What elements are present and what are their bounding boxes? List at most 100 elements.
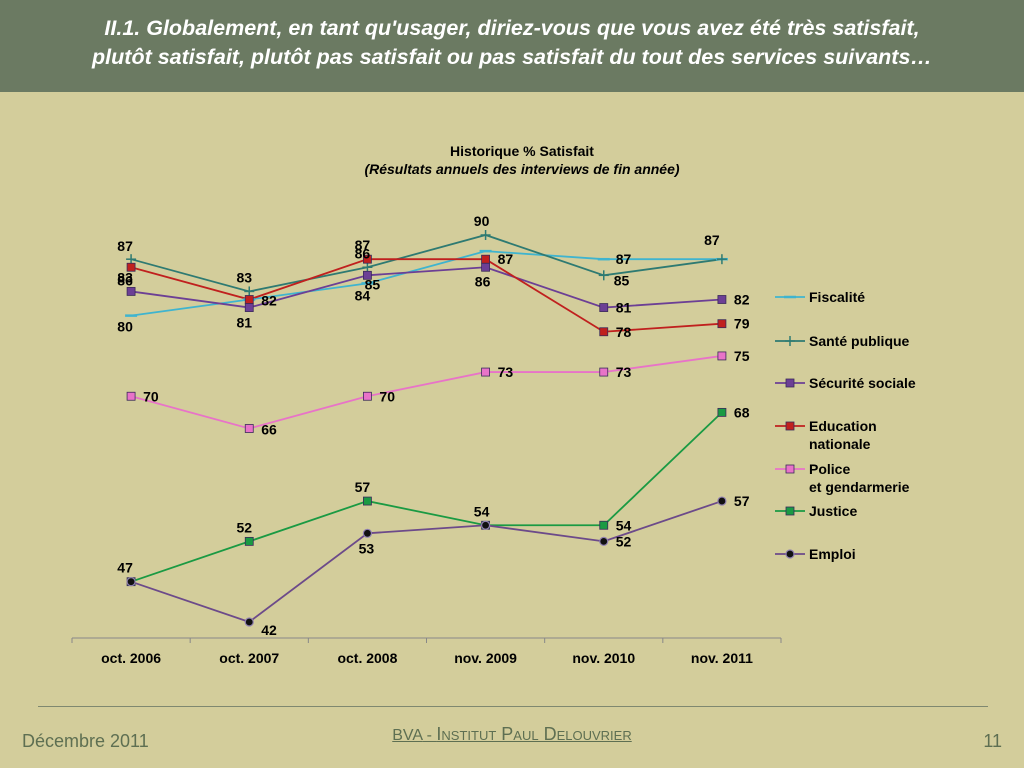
x-tick-label: oct. 2006 xyxy=(101,650,161,666)
data-label-justice: 68 xyxy=(734,404,750,420)
data-label-securite-sociale: 86 xyxy=(475,273,491,289)
footer-org-bva: BVA xyxy=(392,727,423,744)
data-label-justice: 47 xyxy=(117,560,133,576)
legend-label: Education nationale xyxy=(809,418,877,452)
data-label-emploi: 53 xyxy=(359,540,375,556)
data-label-police-et-gendarmerie: 66 xyxy=(261,422,277,438)
page-number: 11 xyxy=(983,731,1002,751)
data-label-emploi: 57 xyxy=(734,493,750,509)
legend-marker-justice xyxy=(785,506,795,516)
data-label-police-et-gendarmerie: 70 xyxy=(379,388,395,404)
legend-label: Justice xyxy=(809,503,857,519)
data-point-police-et-gendarmerie xyxy=(717,351,727,361)
footer-org-separator: - xyxy=(422,727,437,744)
legend-marker-sante-publique xyxy=(785,336,795,346)
data-point-police-et-gendarmerie xyxy=(363,391,372,401)
legend-item-emploi: Emploi xyxy=(775,546,856,562)
data-point-emploi xyxy=(717,496,727,506)
data-label-sante-publique: 90 xyxy=(474,213,490,229)
legend-label: Emploi xyxy=(809,546,856,562)
data-point-sante-publique xyxy=(598,270,609,281)
data-point-emploi xyxy=(480,520,491,530)
data-point-securite-sociale xyxy=(717,295,727,304)
data-point-sante-publique xyxy=(716,254,727,265)
chart-title: Historique % Satisfait xyxy=(450,143,594,159)
data-point-emploi xyxy=(362,528,373,538)
data-point-securite-sociale xyxy=(363,270,372,280)
data-point-justice xyxy=(244,536,254,546)
data-label-fiscalite: 84 xyxy=(355,287,371,303)
data-label-securite-sociale: 82 xyxy=(734,292,750,308)
data-point-securite-sociale xyxy=(481,262,490,272)
series-line-police-et-gendarmerie xyxy=(130,355,723,430)
data-point-education-nationale xyxy=(363,254,372,264)
data-label-justice: 52 xyxy=(236,519,252,535)
legend-item-securite-sociale: Sécurité sociale xyxy=(775,375,916,391)
legend-item-fiscalite: Fiscalité xyxy=(775,289,865,305)
data-point-police-et-gendarmerie xyxy=(244,424,254,433)
series-line-fiscalite xyxy=(130,250,722,317)
data-label-fiscalite: 87 xyxy=(616,251,632,267)
data-label-education-nationale: 86 xyxy=(117,272,133,288)
data-point-securite-sociale xyxy=(126,287,136,296)
data-point-education-nationale xyxy=(481,254,490,264)
footer-divider xyxy=(38,706,988,707)
data-label-securite-sociale: 85 xyxy=(365,276,381,292)
chart-subtitle: (Résultats annuels des interviews de fin… xyxy=(364,161,679,177)
data-label-police-et-gendarmerie: 75 xyxy=(734,348,750,364)
x-tick-label: nov. 2011 xyxy=(691,650,753,666)
legend-item-police-et-gendarmerie: Police et gendarmerie xyxy=(775,461,910,495)
data-point-education-nationale xyxy=(717,319,727,329)
data-label-police-et-gendarmerie: 70 xyxy=(143,388,159,404)
data-label-sante-publique: 85 xyxy=(614,272,630,288)
series-line-securite-sociale xyxy=(130,266,722,309)
series-line-emploi xyxy=(130,500,723,624)
legend-label: Police et gendarmerie xyxy=(809,461,910,495)
data-label-education-nationale: 87 xyxy=(498,251,514,267)
legend-marker-education-nationale xyxy=(785,421,795,431)
data-label-education-nationale: 87 xyxy=(355,237,371,253)
series-line-justice xyxy=(130,411,723,583)
x-tick-label: nov. 2009 xyxy=(454,650,517,666)
data-label-justice: 57 xyxy=(355,479,371,495)
data-label-police-et-gendarmerie: 73 xyxy=(616,364,632,380)
data-label-police-et-gendarmerie: 73 xyxy=(498,364,514,380)
footer-date: Décembre 2011 xyxy=(22,731,149,751)
legend-item-sante-publique: Santé publique xyxy=(775,333,910,349)
data-point-emploi xyxy=(126,577,136,587)
legend-marker-police-et-gendarmerie xyxy=(785,464,795,474)
data-label-securite-sociale: 81 xyxy=(236,315,252,331)
data-label-justice: 54 xyxy=(474,503,490,519)
legend-label: Santé publique xyxy=(809,333,910,349)
data-point-justice xyxy=(363,496,372,506)
legend-item-justice: Justice xyxy=(775,503,857,519)
data-label-securite-sociale: 81 xyxy=(616,300,632,316)
legend-marker-securite-sociale xyxy=(785,378,795,388)
data-point-education-nationale xyxy=(599,327,609,337)
data-label-fiscalite: 80 xyxy=(117,319,133,335)
data-label-sante-publique: 87 xyxy=(117,238,133,254)
footer-org-institute: Institut Paul Delouvrier xyxy=(436,724,632,744)
slide-title-line-2: plutôt satisfait, plutôt pas satisfait o… xyxy=(92,45,932,69)
legend-label: Fiscalité xyxy=(809,289,865,305)
data-label-justice: 54 xyxy=(616,517,632,533)
data-point-securite-sociale xyxy=(599,303,609,312)
data-point-education-nationale xyxy=(126,262,136,272)
footer-organization: BVA - Institut Paul Delouvrier xyxy=(0,724,1024,745)
legend-item-education-nationale: Education nationale xyxy=(775,418,877,452)
data-point-emploi xyxy=(244,617,254,627)
data-point-justice xyxy=(717,407,727,417)
x-tick-label: nov. 2010 xyxy=(572,650,635,666)
satisfaction-line-chart: Historique % Satisfait (Résultats annuel… xyxy=(71,143,916,666)
x-tick-label: oct. 2007 xyxy=(219,650,279,666)
data-point-securite-sociale xyxy=(244,303,254,312)
legend-label: Sécurité sociale xyxy=(809,375,916,391)
data-point-sante-publique xyxy=(480,230,491,240)
data-point-justice xyxy=(599,520,609,530)
data-point-sante-publique xyxy=(244,286,255,297)
data-point-emploi xyxy=(599,536,609,546)
data-label-emploi: 52 xyxy=(616,533,632,549)
series-line-education-nationale xyxy=(130,258,722,333)
slide-header: II.1. Globalement, en tant qu'usager, di… xyxy=(0,0,1024,92)
data-label-education-nationale: 78 xyxy=(616,324,632,340)
